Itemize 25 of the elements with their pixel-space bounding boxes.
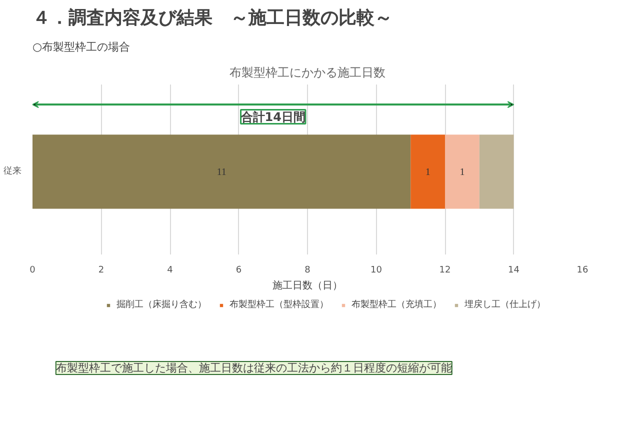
- x-tick-label: 12: [439, 266, 451, 276]
- chart-title: 布製型枠工にかかる施工日数: [230, 66, 386, 80]
- x-tick-label: 4: [167, 266, 174, 276]
- bar: [479, 134, 514, 209]
- x-tick-label: 14: [508, 266, 520, 276]
- x-tick-label: 0: [30, 266, 36, 276]
- x-tick-label: 8: [304, 266, 311, 276]
- x-tick-label: 6: [236, 266, 242, 276]
- legend-label: 掘削工（床掘り含む）: [116, 298, 206, 311]
- data-label: 11: [216, 167, 226, 178]
- bar: [445, 134, 480, 209]
- text: ４．調査内容及び結果 ～施工日数の比較～: [32, 8, 392, 28]
- bar: [410, 134, 445, 209]
- text: ○布製型枠工の場合: [32, 40, 130, 54]
- data-label: 1: [460, 167, 465, 178]
- x-tick-label: 2: [98, 266, 104, 276]
- legend-label: 布製型枠工（充填工）: [352, 298, 442, 311]
- data-label: 1: [425, 167, 430, 178]
- x-tick-label: 16: [576, 266, 588, 276]
- legend-label: 布製型枠工（型枠設置）: [230, 298, 328, 311]
- x-axis-title: 施工日数（日）: [272, 280, 342, 292]
- y-tick-label: 従来: [4, 166, 22, 177]
- bar: [32, 134, 411, 209]
- x-tick-label: 10: [370, 266, 382, 276]
- legend-label: 埋戻し工（仕上げ）: [464, 298, 546, 311]
